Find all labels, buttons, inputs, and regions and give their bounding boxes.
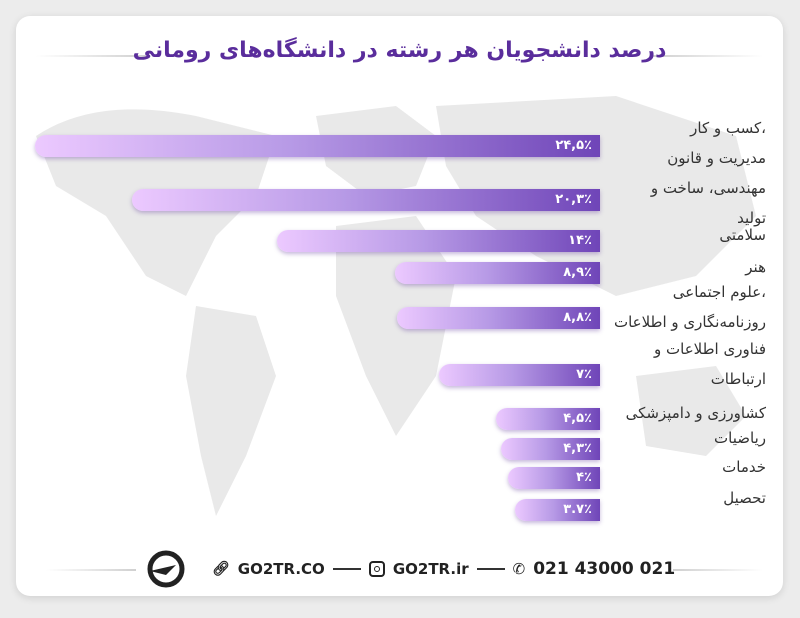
bar-value-label: ۷٪ (576, 367, 592, 382)
bar: ۴,۵٪ (496, 408, 600, 430)
footer: 🔗︎ GO2TR.CO GO2TR.ir ✆ 021 43000 021 (146, 550, 676, 588)
bar: ۸,۸٪ (397, 307, 600, 329)
category-label-line: ،علوم اجتماعی (672, 283, 766, 301)
bar: ۱۴٪ (277, 230, 600, 252)
bar-value-label: ۲۰,۳٪ (555, 192, 592, 207)
separator (476, 568, 505, 570)
bar-value-label: ۱۴٪ (568, 233, 592, 248)
category-label: فناوری اطلاعات و ارتباطات (606, 334, 766, 394)
category-label-line: روزنامه‌نگاری و اطلاعات (613, 313, 766, 331)
website-link[interactable]: GO2TR.CO (237, 560, 325, 578)
separator (332, 568, 361, 570)
category-label: هنر (606, 252, 766, 282)
category-label-line: تولید (737, 209, 766, 227)
category-label: ریاضیات (606, 423, 766, 453)
bar-value-label: ۴٪ (576, 470, 592, 485)
category-label-line: فناوری اطلاعات و (654, 340, 766, 358)
footer-decor-line (46, 569, 136, 571)
title-decor-line (36, 55, 146, 57)
category-label: کشاورزی و دامپزشکی (606, 398, 766, 428)
phone-icon: ✆ (512, 560, 526, 578)
category-label: ،علوم اجتماعی روزنامه‌نگاری و اطلاعات (606, 277, 766, 337)
instagram-icon (368, 561, 385, 577)
bar-value-label: ۸,۹٪ (563, 265, 592, 280)
category-label-line: تحصیل (723, 489, 766, 507)
category-label-line: هنر (745, 258, 766, 276)
category-label: تحصیل (606, 483, 766, 513)
category-label-line: کشاورزی و دامپزشکی (625, 404, 766, 422)
go2tr-logo (147, 550, 185, 588)
category-label-line: سلامتی (719, 226, 766, 244)
footer-decor-line (673, 569, 763, 571)
category-label-line: ارتباطات (710, 370, 766, 388)
category-label: ،کسب و کار مدیریت و قانون (606, 113, 766, 173)
category-label-line: مهندسی، ساخت و (650, 179, 766, 197)
link-icon: 🔗︎ (212, 561, 230, 577)
bar: ۲۴,۵٪ (35, 135, 600, 157)
bar-value-label: ۳.۷٪ (563, 502, 592, 517)
bar-value-label: ۴,۳٪ (563, 441, 592, 456)
bar-value-label: ۸,۸٪ (563, 310, 592, 325)
category-label: سلامتی (606, 220, 766, 250)
infographic-card: درصد دانشجویان هر رشته در دانشگاه‌های رو… (16, 16, 783, 596)
bar: ۳.۷٪ (514, 499, 600, 521)
bar: ۲۰,۳٪ (131, 189, 600, 211)
chart-title: درصد دانشجویان هر رشته در دانشگاه‌های رو… (132, 38, 667, 63)
bar: ۴,۳٪ (500, 438, 600, 460)
category-label-line: ،کسب و کار (690, 119, 766, 137)
category-label: خدمات (606, 452, 766, 482)
category-label-line: مدیریت و قانون (667, 149, 766, 167)
instagram-handle[interactable]: GO2TR.ir (392, 560, 469, 578)
bar-value-label: ۴,۵٪ (563, 411, 592, 426)
phone-number[interactable]: 021 43000 021 (533, 559, 676, 579)
bar: ۷٪ (438, 364, 600, 386)
bar: ۸,۹٪ (394, 262, 600, 284)
bar-value-label: ۲۴,۵٪ (555, 138, 592, 153)
category-label-line: ریاضیات (714, 429, 766, 447)
category-label: مهندسی، ساخت و تولید (606, 173, 766, 233)
category-label-line: خدمات (722, 458, 766, 476)
bar: ۴٪ (507, 467, 600, 489)
